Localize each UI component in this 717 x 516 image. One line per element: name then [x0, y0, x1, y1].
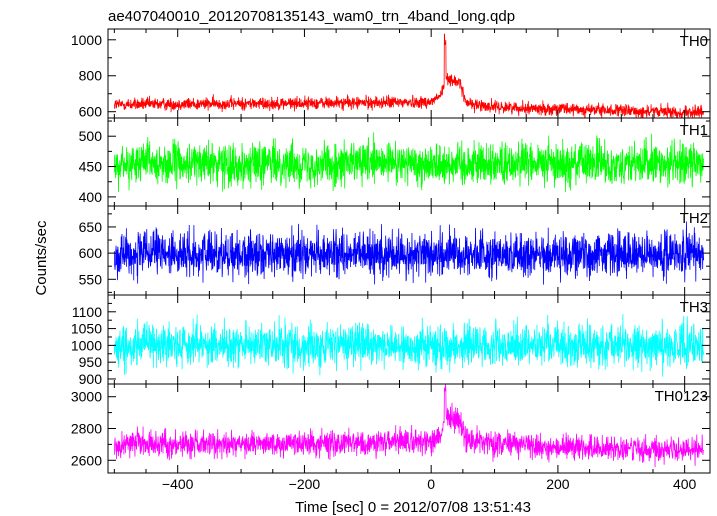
panel-th0: 600 800 1000 TH0 [71, 28, 711, 120]
panel-label-th1: TH1 [680, 122, 708, 139]
y-tick-label: 3000 [71, 389, 102, 405]
x-tick-label: 400 [673, 476, 697, 492]
x-tick-label: 0 [427, 476, 435, 492]
panel-label-th2: TH2 [680, 210, 708, 227]
y-tick-label: 1000 [71, 337, 102, 353]
series-line-th3 [113, 313, 705, 377]
y-tick-label: 1050 [71, 321, 102, 337]
y-tick-label: 900 [79, 371, 103, 387]
panel-th0123: 2600 2800 3000 TH0123 [71, 383, 711, 474]
panel-frame [107, 383, 711, 474]
y-axis-label: Counts/sec [33, 220, 50, 296]
series-line-th0123 [113, 384, 704, 468]
y-tick-label: 650 [79, 219, 103, 235]
panel-th2: 550 600 650 TH2 [79, 205, 711, 296]
y-tick-label: 1100 [72, 304, 102, 320]
y-tick-label: 1000 [71, 32, 102, 48]
panel-label-th0: TH0 [680, 33, 708, 50]
y-tick-label: 500 [79, 128, 103, 144]
y-tick-label: 600 [79, 245, 103, 261]
chart-title: ae407040010_20120708135143_wam0_trn_4ban… [108, 8, 515, 25]
y-tick-label: 550 [79, 271, 103, 287]
x-axis-label: Time [sec] 0 = 2012/07/08 13:51:43 [295, 499, 531, 516]
panel-label-th0123: TH0123 [655, 388, 708, 405]
x-tick-label: −200 [289, 476, 321, 492]
panel-th1: 400 450 500 TH1 [79, 117, 711, 207]
y-tick-label: 2600 [71, 452, 102, 468]
y-tick-label: 450 [79, 159, 103, 175]
y-tick-label: 400 [79, 189, 103, 205]
x-tick-label: −400 [162, 476, 194, 492]
series-line-th0 [113, 33, 705, 118]
panel-label-th3: TH3 [680, 299, 708, 316]
y-tick-label: 2800 [71, 421, 102, 437]
y-tick-label: 600 [79, 104, 103, 120]
series-line-th2 [113, 221, 705, 285]
panels: 600 800 1000 TH0 400 450 500 TH1 550 600 650 TH2 900… [71, 28, 711, 492]
series-line-th1 [113, 132, 705, 193]
y-tick-label: 800 [79, 68, 103, 84]
y-tick-label: 950 [79, 354, 103, 370]
x-tick-label: 200 [546, 476, 570, 492]
